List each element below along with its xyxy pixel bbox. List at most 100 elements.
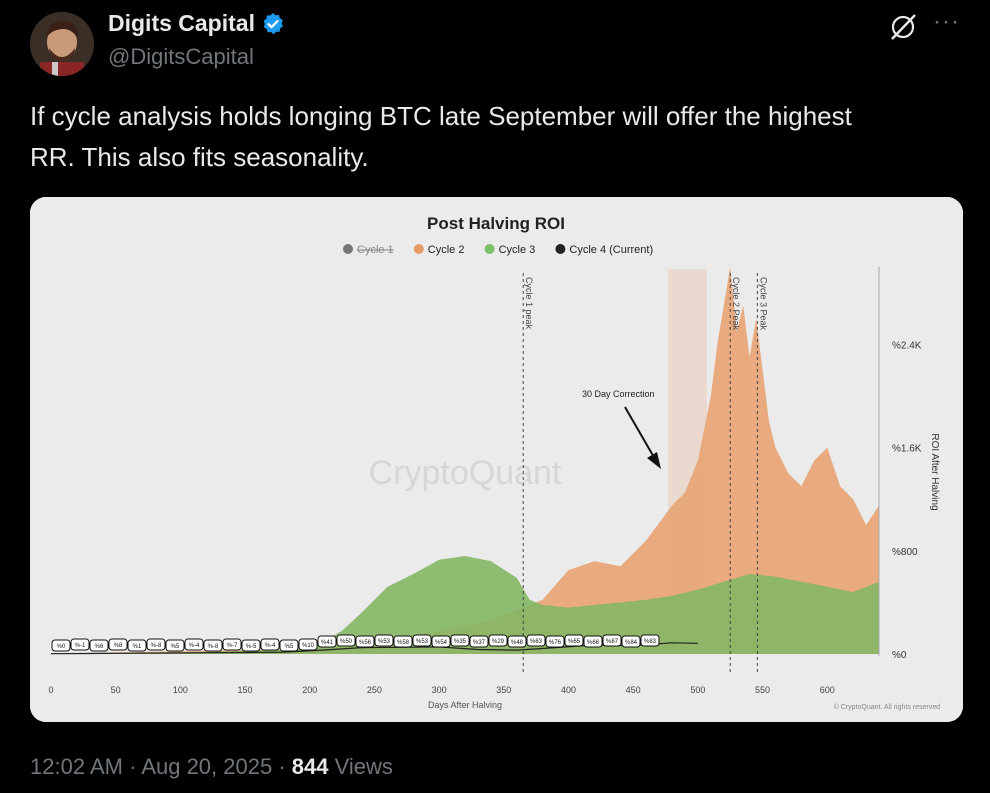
tweet-text-line-2: RR. This also fits seasonality. (30, 142, 369, 172)
value-label-8: %-8 (208, 644, 219, 650)
value-label-19: %53 (416, 639, 429, 645)
y-tick-label-2: %1.6K (892, 444, 922, 455)
author-avatar[interactable] (30, 12, 94, 76)
value-label-18: %58 (397, 640, 410, 646)
value-label-box-30 (621, 635, 641, 648)
value-label-box-31 (640, 634, 660, 647)
views-label: Views (334, 754, 393, 779)
value-label-12: %5 (285, 644, 294, 650)
chart-copyright: © CryptoQuant. All rights reserved (834, 703, 940, 711)
value-label-box-6 (165, 639, 185, 652)
value-label-box-4 (127, 639, 147, 652)
grok-icon[interactable] (888, 12, 918, 42)
value-label-box-27 (564, 634, 584, 647)
value-label-box-22 (469, 635, 489, 648)
value-label-box-26 (545, 635, 565, 648)
value-label-box-19 (412, 634, 432, 647)
x-tick-label-3: 150 (238, 685, 253, 695)
chart-x-axis-label: Days After Halving (428, 700, 502, 710)
value-label-box-9 (222, 638, 242, 651)
value-label-14: %41 (321, 640, 334, 646)
chart-y-axis-label: ROI After Halving (929, 433, 940, 510)
value-label-box-0 (51, 639, 71, 652)
value-label-11: %-4 (265, 643, 276, 649)
value-label-25: %63 (530, 639, 543, 645)
author-name-text[interactable]: Digits Capital (108, 10, 255, 36)
x-tick-label-12: 600 (820, 685, 835, 695)
correction-label: 30 Day Correction (582, 389, 655, 399)
value-label-box-15 (336, 634, 356, 647)
x-tick-label-9: 450 (626, 685, 641, 695)
series-area-cycle-3 (51, 556, 879, 654)
chart-legend: Cycle 1 Cycle 2 Cycle 3 Cycle 4 (Current) (343, 244, 653, 256)
value-label-30: %84 (625, 640, 638, 646)
author-handle[interactable]: @DigitsCapital (108, 44, 254, 69)
cycle1-peak-label: Cycle 1 peak (524, 277, 534, 330)
more-options-icon[interactable]: ··· (933, 8, 960, 35)
value-label-31: %83 (644, 639, 657, 645)
value-label-15: %50 (340, 639, 353, 645)
chart-image-card[interactable]: Post Halving ROI Cycle 1 Cycle 2 Cycle 3 Cy… (30, 197, 963, 722)
value-label-16: %56 (359, 640, 372, 646)
x-tick-label-7: 350 (496, 685, 511, 695)
cycle3-peak-label: Cycle 3 Peak (758, 277, 768, 331)
x-tick-label-6: 300 (432, 685, 447, 695)
author-name[interactable]: Digits Capital (108, 10, 285, 37)
x-tick-label-8: 400 (561, 685, 576, 695)
y-tick-label-3: %2.4K (892, 340, 922, 351)
chart-plot-area: Cycle 1 peak Cycle 2 Peak Cycle 3 Peak 30 D… (50, 267, 879, 674)
value-label-box-28 (583, 635, 603, 648)
correction-arrow-shaft (624, 406, 656, 460)
value-label-box-21 (450, 634, 470, 647)
legend-marker-3 (555, 244, 566, 254)
value-label-24: %48 (511, 640, 524, 646)
value-label-box-1 (70, 638, 90, 651)
value-label-box-10 (241, 639, 261, 652)
footer-dot-1: · (129, 754, 142, 779)
legend-marker-0 (343, 244, 353, 254)
value-label-28: %66 (587, 640, 600, 646)
value-label-box-7 (184, 638, 204, 651)
legend-label-2: Cycle 3 (499, 244, 536, 256)
x-tick-label-4: 200 (302, 685, 317, 695)
value-label-box-24 (507, 635, 527, 648)
value-label-box-25 (526, 634, 546, 647)
value-label-21: %35 (454, 639, 467, 645)
value-label-box-20 (431, 635, 451, 648)
value-label-box-17 (374, 634, 394, 647)
value-label-22: %37 (473, 640, 486, 646)
chart-axes: %0 %800 %1.6K %2.4K 0 50 100 150 200 250 300 350 400… (48, 267, 922, 695)
legend-label-3: Cycle 4 (Current) (569, 244, 653, 256)
tweet-time[interactable]: 12:02 AM (30, 754, 123, 779)
value-label-6: %5 (171, 644, 180, 650)
post-halving-roi-chart: Post Halving ROI Cycle 1 Cycle 2 Cycle 3 Cy… (30, 197, 963, 722)
value-label-2: %6 (95, 644, 104, 650)
tweet-text: If cycle analysis holds longing BTC late… (30, 96, 960, 178)
value-label-20: %54 (435, 640, 448, 646)
value-label-1: %-1 (75, 643, 86, 649)
value-label-box-16 (355, 635, 375, 648)
value-label-10: %-5 (246, 644, 257, 650)
tweet-text-line-1: If cycle analysis holds longing BTC late… (30, 101, 852, 131)
value-label-box-8 (203, 639, 223, 652)
series-area-cycle-2 (51, 267, 879, 654)
value-label-17: %53 (378, 639, 391, 645)
x-tick-label-0: 0 (48, 685, 53, 695)
value-label-box-23 (488, 634, 508, 647)
value-label-13: %10 (302, 643, 315, 649)
value-label-26: %76 (549, 640, 562, 646)
value-label-box-2 (89, 639, 109, 652)
chart-title: Post Halving ROI (427, 214, 565, 233)
tweet-footer: 12:02 AM · Aug 20, 2025 · 844 Views (30, 754, 393, 780)
y-tick-label-0: %0 (892, 650, 907, 661)
verified-badge-icon (263, 12, 283, 34)
value-label-box-29 (602, 634, 622, 647)
chart-watermark: CryptoQuant (369, 454, 562, 492)
value-label-box-18 (393, 635, 413, 648)
value-label-5: %-8 (151, 643, 162, 649)
y-tick-label-1: %800 (892, 547, 918, 558)
tweet-date[interactable]: Aug 20, 2025 (141, 754, 273, 779)
x-tick-label-10: 500 (690, 685, 705, 695)
x-tick-label-2: 100 (173, 685, 188, 695)
value-label-3: %8 (114, 643, 123, 649)
